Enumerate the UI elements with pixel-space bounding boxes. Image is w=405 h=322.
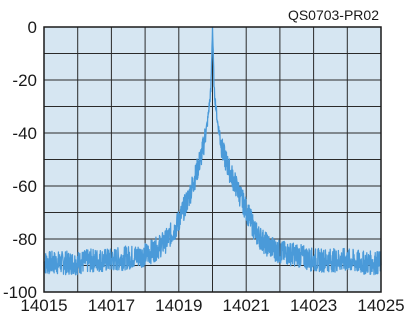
x-tick-label: 14015 [20,296,67,315]
x-tick-label: 14019 [155,296,202,315]
y-tick-label: -40 [12,124,37,143]
plot-frame [43,26,382,293]
chart-annotation: QS0703-PR02 [288,7,379,23]
x-tick-label: 14025 [357,296,404,315]
y-tick-label: -80 [12,230,37,249]
y-tick-label: 0 [28,18,37,37]
x-tick-label: 14021 [223,296,270,315]
y-tick-label: -60 [12,177,37,196]
x-axis-ticks: 14015 14017 14019 14021 14023 14025 [20,296,404,315]
y-tick-label: -20 [12,71,37,90]
x-tick-label: 14023 [290,296,337,315]
x-tick-label: 14017 [88,296,135,315]
y-tick-label: -100 [3,283,37,302]
y-axis-ticks: 0 -20 -40 -60 -80 -100 [3,18,37,302]
